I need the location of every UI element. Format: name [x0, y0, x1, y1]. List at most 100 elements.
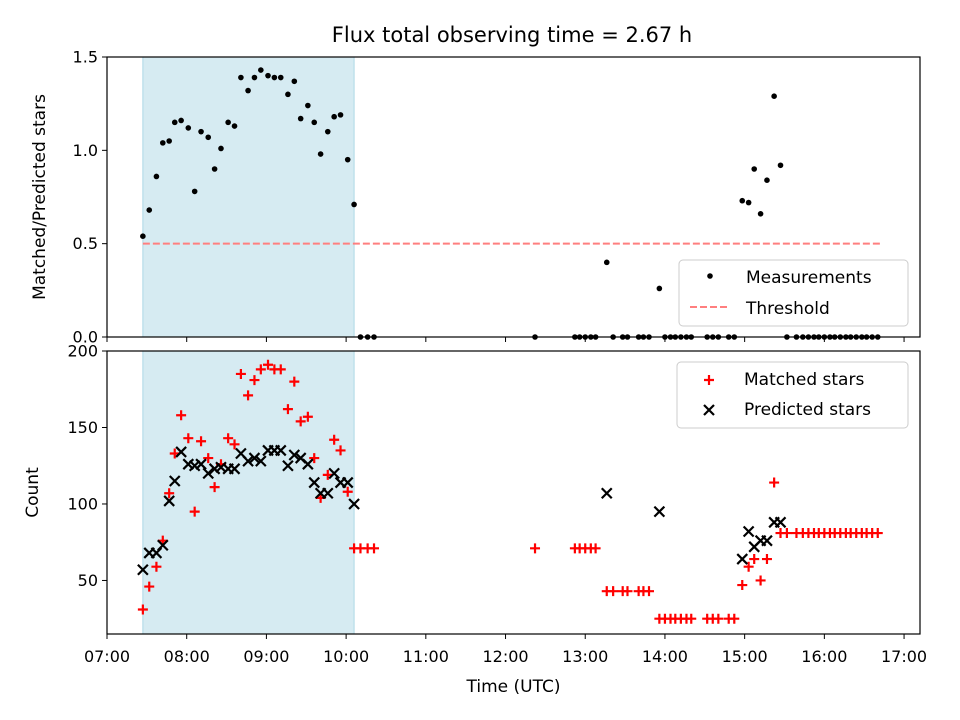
matched-star-point [329, 434, 340, 445]
observing-window-span [142, 56, 355, 338]
predicted-star-point [202, 467, 215, 480]
measurement-point [331, 113, 337, 120]
measurement-point [245, 87, 251, 94]
bottom-panel: 50 100 150 200 07:00 08:00 09:00 10:00 11:00 12:0… [23, 342, 927, 698]
matched-star-point [530, 543, 541, 554]
legend-matched-marker [704, 375, 714, 385]
chart-title: Flux total observing time = 2.67 h [332, 23, 692, 47]
measurement-point [159, 140, 166, 146]
measurement-point [211, 166, 218, 172]
x-tick-label: 07:00 [84, 647, 130, 666]
measurement-point [344, 156, 351, 163]
measurement-point [198, 128, 204, 135]
x-tick-label: 12:00 [482, 647, 528, 666]
predicted-star-point [761, 534, 773, 547]
measurement-point [739, 197, 746, 204]
measurement-point [337, 112, 344, 118]
predicted-star-point [195, 458, 207, 470]
measurement-point [238, 74, 244, 81]
measurement-point [291, 78, 298, 85]
x-tick-label: 08:00 [164, 647, 210, 666]
measurement-point [251, 74, 258, 81]
x-tick-label: 13:00 [562, 647, 608, 666]
matched-star-point [749, 554, 760, 565]
matched-star-point [235, 368, 246, 379]
predicted-star-point [600, 487, 613, 500]
predicted-star-point [137, 563, 149, 576]
matched-star-point [761, 554, 772, 565]
matched-star-point [151, 561, 162, 572]
measurement-point [324, 128, 331, 135]
legend: Measurements Threshold [678, 259, 909, 327]
matched-star-point [295, 416, 306, 427]
measurement-point [764, 177, 770, 183]
axes-frame [106, 350, 921, 635]
predicted-star-point [288, 449, 301, 461]
y-tick-label: 0.5 [73, 234, 98, 253]
measurement-point [225, 119, 231, 126]
matched-star-point [872, 528, 883, 539]
legend-label-measurements: Measurements [746, 268, 872, 288]
measurement-point [271, 74, 278, 81]
predicted-star-point [328, 467, 340, 480]
legend-label-threshold: Threshold [745, 299, 830, 319]
predicted-star-point [274, 444, 287, 457]
matched-star-point [249, 375, 260, 386]
measurement-point [185, 125, 192, 131]
matched-star-point [144, 581, 155, 592]
predicted-star-point [653, 505, 666, 518]
legend-predicted-marker [703, 404, 715, 416]
x-tick-label: 09:00 [243, 647, 289, 666]
predicted-star-point [168, 475, 181, 487]
matched-star-point [176, 410, 187, 421]
legend-label-matched: Matched stars [744, 370, 864, 390]
matched-star-point [342, 486, 353, 497]
predicted-star-point [282, 459, 294, 472]
matched-star-point [686, 613, 697, 624]
x-tick-label: 16:00 [801, 647, 847, 666]
y-tick-label: 1.0 [73, 141, 98, 160]
measurement-point [603, 259, 610, 266]
top-panel: 0.0 0.5 1.0 1.5 Matched/Predicted stars Measu… [30, 48, 921, 347]
matched-star-point [275, 364, 286, 375]
matched-star-point [137, 604, 148, 615]
legend-box [676, 361, 909, 429]
y-tick-label: 100 [67, 494, 98, 513]
matched-star-point [713, 613, 724, 624]
x-tick-label: 10:00 [323, 647, 369, 666]
y-tick-label: 0.0 [73, 328, 98, 347]
measurement-point [745, 199, 752, 206]
legend-box [678, 259, 909, 327]
predicted-star-point [341, 476, 354, 489]
predicted-star-point [302, 458, 314, 470]
matched-star-point [255, 364, 266, 375]
predicted-star-point [228, 463, 241, 475]
measurement-point [277, 74, 284, 81]
matched-star-point [743, 561, 754, 572]
measurement-point [265, 72, 271, 79]
predicted-star-point [348, 498, 360, 510]
matched-star-point [189, 506, 200, 517]
legend: Matched stars Predicted stars [676, 361, 909, 429]
measurement-point [171, 119, 178, 126]
matched-star-point [737, 580, 748, 591]
y-tick-label: 50 [78, 571, 98, 590]
x-tick-label: 14:00 [642, 647, 688, 666]
predicted-star-point [322, 487, 334, 500]
measurement-point [351, 201, 357, 208]
y-tick-label: 200 [67, 342, 98, 361]
predicted-star-point [255, 455, 267, 467]
matched-star-point [309, 453, 320, 464]
matched-star-point [183, 433, 194, 444]
y-tick-label: 1.5 [73, 48, 98, 67]
matched-star-point [729, 613, 740, 624]
measurement-point [153, 173, 160, 180]
measurement-point [205, 134, 212, 141]
predicted-star-point [742, 525, 755, 538]
predicted-star-point [175, 446, 187, 458]
measurement-point [305, 102, 311, 109]
matched-star-point [335, 445, 346, 456]
y-tick-label: 150 [67, 418, 98, 437]
matched-star-point [282, 404, 293, 415]
